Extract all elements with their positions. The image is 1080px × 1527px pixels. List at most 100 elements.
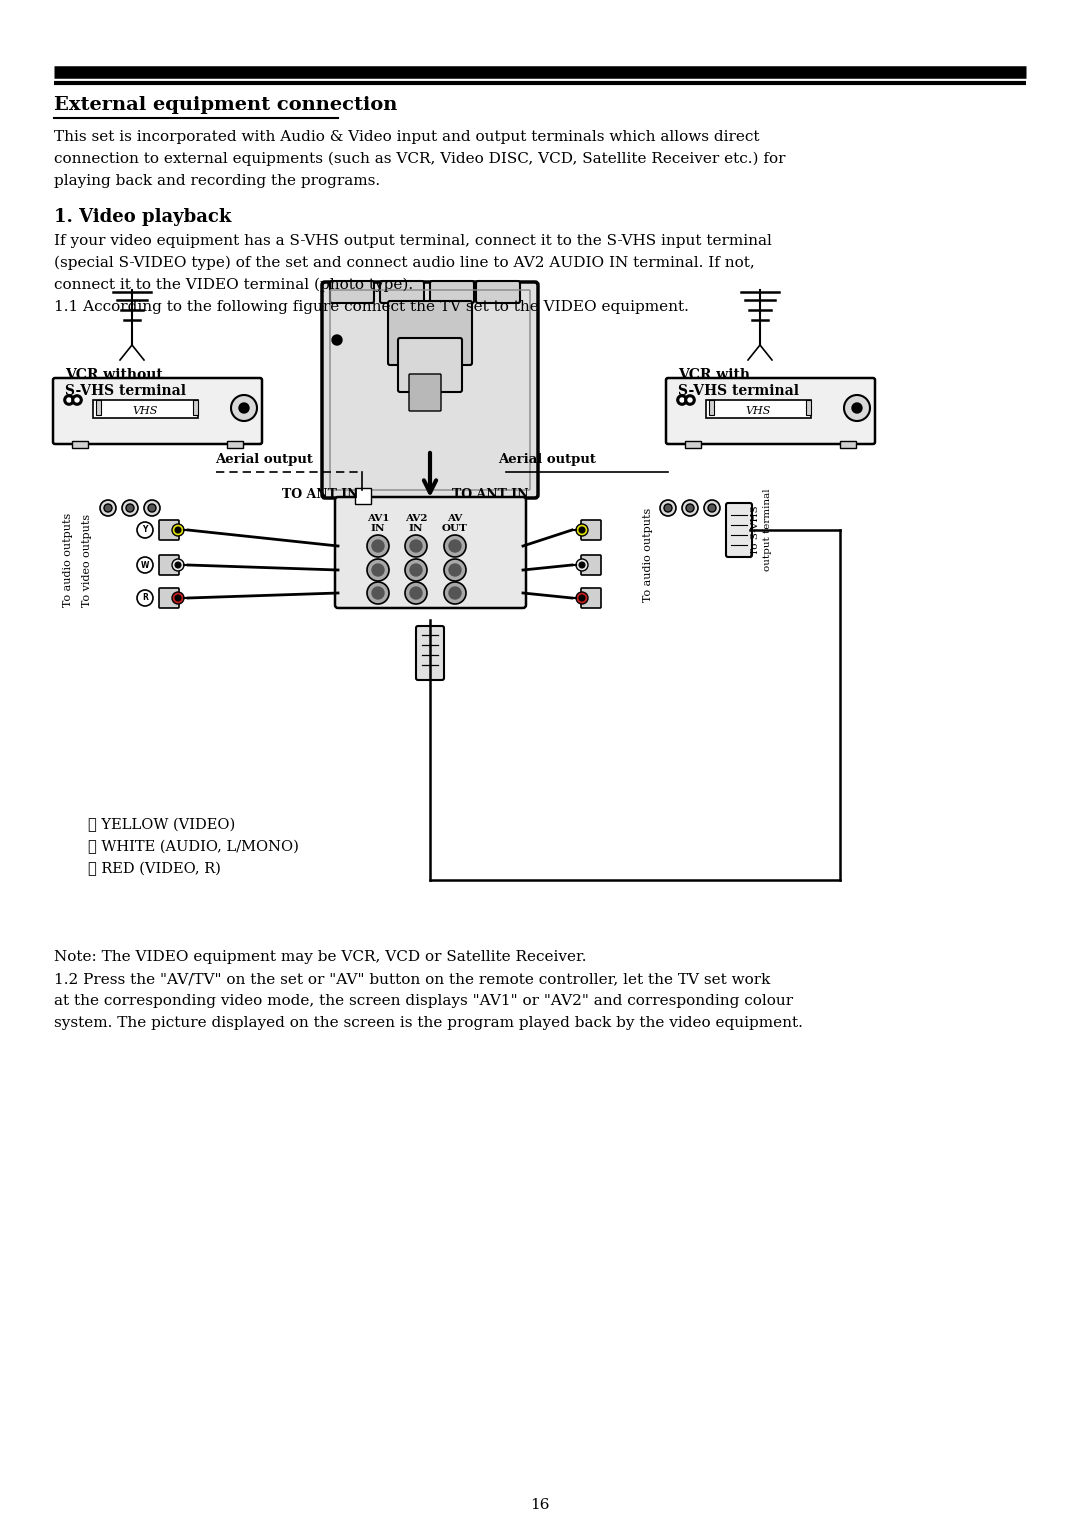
FancyBboxPatch shape bbox=[159, 521, 179, 541]
FancyBboxPatch shape bbox=[399, 337, 462, 392]
Bar bbox=[93, 400, 198, 418]
FancyBboxPatch shape bbox=[430, 281, 474, 302]
Circle shape bbox=[579, 527, 585, 533]
FancyBboxPatch shape bbox=[416, 626, 444, 680]
Text: To audio outputs: To audio outputs bbox=[643, 508, 653, 602]
FancyBboxPatch shape bbox=[388, 301, 472, 365]
Circle shape bbox=[137, 589, 153, 606]
FancyBboxPatch shape bbox=[581, 554, 600, 576]
Circle shape bbox=[372, 541, 384, 551]
FancyBboxPatch shape bbox=[335, 496, 526, 608]
Circle shape bbox=[231, 395, 257, 421]
Circle shape bbox=[708, 504, 716, 512]
Circle shape bbox=[576, 592, 588, 605]
Text: 1.1 According to the following figure connect the TV set to the VIDEO equipment.: 1.1 According to the following figure co… bbox=[54, 299, 689, 315]
Text: connect it to the VIDEO terminal (photo type).: connect it to the VIDEO terminal (photo … bbox=[54, 278, 414, 292]
Circle shape bbox=[704, 499, 720, 516]
Circle shape bbox=[372, 563, 384, 576]
Text: IN: IN bbox=[408, 524, 423, 533]
Circle shape bbox=[372, 586, 384, 599]
Circle shape bbox=[175, 527, 181, 533]
Text: VHS: VHS bbox=[133, 406, 158, 415]
Circle shape bbox=[444, 559, 465, 580]
Circle shape bbox=[444, 534, 465, 557]
Circle shape bbox=[104, 504, 112, 512]
FancyBboxPatch shape bbox=[666, 379, 875, 444]
Bar bbox=[806, 400, 811, 415]
Circle shape bbox=[449, 541, 461, 551]
Text: To video outputs: To video outputs bbox=[82, 513, 92, 606]
Text: To S-VHS: To S-VHS bbox=[752, 505, 760, 554]
Text: ⓡ RED (VIDEO, R): ⓡ RED (VIDEO, R) bbox=[87, 861, 221, 876]
Circle shape bbox=[579, 596, 585, 602]
FancyBboxPatch shape bbox=[726, 502, 752, 557]
Circle shape bbox=[405, 582, 427, 605]
Circle shape bbox=[686, 504, 694, 512]
Circle shape bbox=[172, 559, 184, 571]
Text: TO ANT IN: TO ANT IN bbox=[451, 489, 528, 501]
Text: VCR without: VCR without bbox=[65, 368, 163, 382]
Bar bbox=[96, 400, 102, 415]
Circle shape bbox=[677, 395, 687, 405]
Circle shape bbox=[148, 504, 156, 512]
Circle shape bbox=[680, 399, 684, 402]
Circle shape bbox=[410, 541, 422, 551]
Bar bbox=[355, 489, 372, 504]
Text: Aerial output: Aerial output bbox=[498, 454, 596, 467]
Bar bbox=[840, 441, 856, 447]
Circle shape bbox=[410, 563, 422, 576]
Bar bbox=[708, 400, 714, 415]
Bar bbox=[685, 441, 701, 447]
Text: AV2: AV2 bbox=[405, 515, 428, 524]
FancyBboxPatch shape bbox=[581, 521, 600, 541]
Circle shape bbox=[100, 499, 116, 516]
Bar bbox=[227, 441, 243, 447]
Circle shape bbox=[685, 395, 696, 405]
Text: ⓨ YELLOW (VIDEO): ⓨ YELLOW (VIDEO) bbox=[87, 818, 235, 832]
Circle shape bbox=[239, 403, 249, 412]
FancyBboxPatch shape bbox=[330, 281, 374, 302]
FancyBboxPatch shape bbox=[409, 374, 441, 411]
FancyBboxPatch shape bbox=[322, 282, 538, 498]
Circle shape bbox=[367, 534, 389, 557]
Circle shape bbox=[172, 524, 184, 536]
Circle shape bbox=[64, 395, 75, 405]
Circle shape bbox=[449, 586, 461, 599]
Circle shape bbox=[405, 559, 427, 580]
Text: Y: Y bbox=[143, 525, 148, 534]
Text: VHS: VHS bbox=[745, 406, 771, 415]
Circle shape bbox=[175, 596, 181, 602]
Circle shape bbox=[660, 499, 676, 516]
Text: AV: AV bbox=[447, 515, 462, 524]
FancyBboxPatch shape bbox=[53, 379, 262, 444]
Circle shape bbox=[688, 399, 692, 402]
Circle shape bbox=[576, 559, 588, 571]
Text: system. The picture displayed on the screen is the program played back by the vi: system. The picture displayed on the scr… bbox=[54, 1015, 802, 1031]
Circle shape bbox=[172, 592, 184, 605]
Circle shape bbox=[175, 562, 181, 568]
Text: To audio outputs: To audio outputs bbox=[63, 513, 73, 608]
Circle shape bbox=[72, 395, 82, 405]
Text: TO ANT IN: TO ANT IN bbox=[282, 489, 359, 501]
Text: R: R bbox=[143, 594, 148, 603]
Circle shape bbox=[332, 334, 342, 345]
FancyBboxPatch shape bbox=[581, 588, 600, 608]
Circle shape bbox=[681, 499, 698, 516]
Text: If your video equipment has a S-VHS output terminal, connect it to the S-VHS inp: If your video equipment has a S-VHS outp… bbox=[54, 234, 772, 247]
Text: at the corresponding video mode, the screen displays "AV1" or "AV2" and correspo: at the corresponding video mode, the scr… bbox=[54, 994, 793, 1008]
Circle shape bbox=[449, 563, 461, 576]
Circle shape bbox=[410, 586, 422, 599]
Circle shape bbox=[852, 403, 862, 412]
Text: ⓦ WHITE (AUDIO, L/MONO): ⓦ WHITE (AUDIO, L/MONO) bbox=[87, 840, 299, 854]
Text: 1.2 Press the "AV/TV" on the set or "AV" button on the remote controller, let th: 1.2 Press the "AV/TV" on the set or "AV"… bbox=[54, 973, 770, 986]
Circle shape bbox=[405, 534, 427, 557]
FancyBboxPatch shape bbox=[476, 281, 519, 302]
Circle shape bbox=[137, 522, 153, 538]
Circle shape bbox=[843, 395, 870, 421]
Text: S-VHS terminal: S-VHS terminal bbox=[678, 383, 799, 399]
Text: 1. Video playback: 1. Video playback bbox=[54, 208, 231, 226]
Text: VCR with: VCR with bbox=[678, 368, 750, 382]
Circle shape bbox=[576, 524, 588, 536]
Text: W: W bbox=[140, 560, 149, 570]
Text: IN: IN bbox=[370, 524, 386, 533]
